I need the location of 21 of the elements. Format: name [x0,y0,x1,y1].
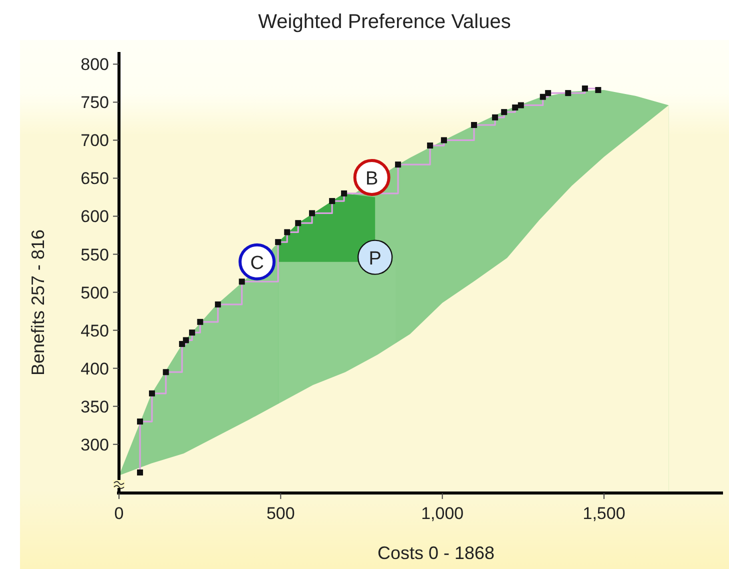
y-tick-label: 800 [80,55,109,74]
x-axis-title: Costs 0 - 1868 [377,543,495,563]
y-tick-label: 450 [80,321,109,340]
x-tick-label: 500 [266,504,295,523]
x-tick-label: 1,500 [582,504,626,523]
y-axis-title: Benefits 257 - 816 [28,229,48,376]
chart-title: Weighted Preference Values [258,11,511,33]
annotation: C [250,252,264,274]
y-tick-label: 300 [80,435,109,454]
x-tick-label: 1,000 [421,504,464,523]
y-tick-label: 650 [80,169,109,188]
y-tick-label: 600 [80,207,109,226]
annotation: P [368,248,382,270]
x-tick-label: 0 [114,504,124,523]
y-tick-label: 750 [80,93,109,112]
y-tick-label: 350 [80,397,109,416]
y-tick-label: 400 [80,359,109,378]
y-tick-label: 700 [80,131,109,150]
y-tick-label: 550 [80,245,109,264]
y-tick-label: 500 [80,283,109,302]
annotation: B [366,168,378,190]
